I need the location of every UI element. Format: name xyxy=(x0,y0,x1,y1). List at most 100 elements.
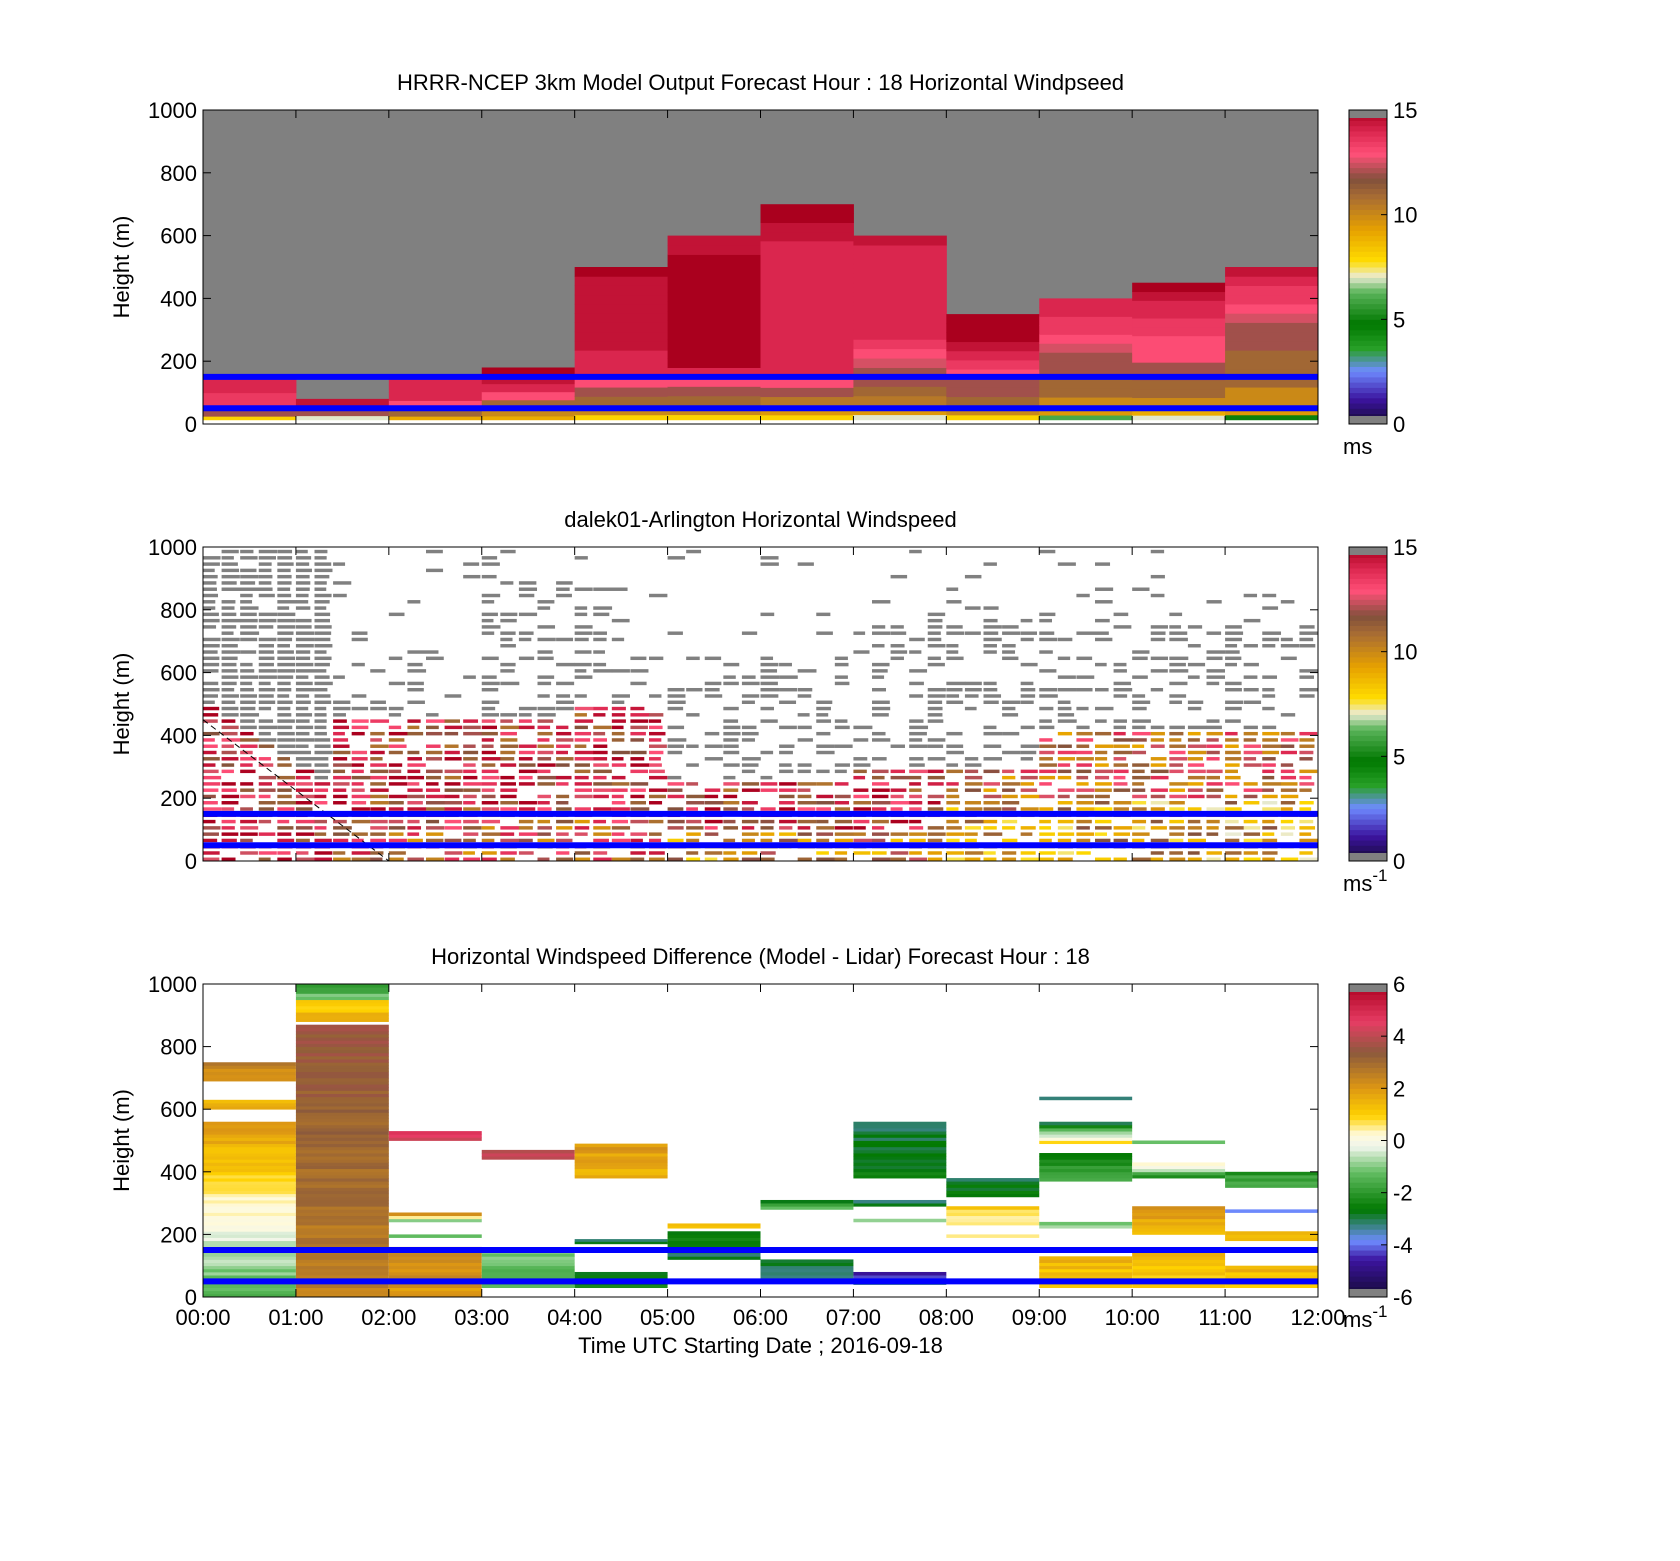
colorbar-segment xyxy=(1349,157,1387,163)
x-tick-label: 00:00 xyxy=(175,1305,230,1330)
lidar-cell xyxy=(444,744,459,748)
lidar-cell xyxy=(574,725,588,730)
model-cell xyxy=(853,301,947,312)
lidar-cell xyxy=(1057,562,1076,566)
lidar-cell xyxy=(890,775,910,780)
lidar-cell xyxy=(518,631,534,635)
model-cell xyxy=(853,235,947,246)
difference-cell xyxy=(295,990,389,994)
lidar-cell xyxy=(295,618,312,623)
colorbar-segment xyxy=(1349,792,1387,799)
model-cell xyxy=(574,340,669,351)
lidar-cell xyxy=(518,819,534,824)
lidar-cell xyxy=(444,775,462,780)
lidar-cell xyxy=(221,618,241,623)
lidar-cell xyxy=(221,562,238,566)
model-cell xyxy=(853,376,947,387)
lidar-cell xyxy=(1262,675,1278,679)
lidar-cell xyxy=(500,851,517,855)
lidar-cell xyxy=(1187,706,1202,711)
lidar-cell xyxy=(779,687,798,692)
lidar-cell xyxy=(872,687,887,692)
difference-cell xyxy=(1225,1171,1318,1176)
lidar-cell xyxy=(890,857,906,861)
model-cell xyxy=(1039,316,1133,326)
lidar-cell xyxy=(1299,788,1312,792)
difference-cell xyxy=(853,1271,947,1276)
lidar-cell xyxy=(667,750,683,755)
lidar-cell xyxy=(853,725,873,730)
difference-cell xyxy=(1132,1275,1226,1279)
model-cell xyxy=(574,350,669,360)
lidar-cell xyxy=(574,757,594,761)
lidar-cell xyxy=(1169,656,1189,661)
lidar-cell xyxy=(1076,744,1090,748)
lidar-cell xyxy=(574,662,592,667)
lidar-cell xyxy=(741,857,761,861)
lidar-cell xyxy=(649,819,664,824)
lidar-cell xyxy=(816,631,833,635)
colorbar-segment xyxy=(1349,1187,1387,1194)
lidar-cell xyxy=(1095,832,1108,836)
lidar-cell xyxy=(388,794,408,799)
difference-cell xyxy=(760,1268,854,1273)
difference-cell xyxy=(203,1290,296,1295)
colorbar-segment xyxy=(1349,167,1387,174)
lidar-cell xyxy=(964,807,983,811)
lidar-cell xyxy=(1113,801,1132,805)
lidar-cell xyxy=(927,807,944,811)
difference-cell xyxy=(203,1271,296,1276)
difference-cell xyxy=(1039,1174,1133,1179)
colorbar-segment xyxy=(1349,287,1387,294)
lidar-cell xyxy=(853,801,872,805)
lidar-cell xyxy=(1262,788,1274,792)
colorbar-segment xyxy=(1349,1208,1387,1215)
lidar-cell xyxy=(1002,857,1017,861)
lidar-cell xyxy=(295,644,314,648)
difference-cell xyxy=(1039,1271,1133,1276)
lidar-cell xyxy=(760,656,774,661)
lidar-cell xyxy=(333,581,352,585)
lidar-cell xyxy=(593,587,613,591)
lidar-cell xyxy=(295,744,309,748)
model-cell xyxy=(295,420,389,424)
lidar-cell xyxy=(314,851,333,855)
difference-cell xyxy=(388,1137,482,1141)
colorbar-segment xyxy=(1349,1025,1387,1032)
difference-cell xyxy=(295,1037,389,1041)
lidar-cell xyxy=(1076,838,1091,843)
lidar-cell xyxy=(1262,637,1280,642)
lidar-cell xyxy=(351,801,367,805)
lidar-cell xyxy=(574,807,591,811)
lidar-cell xyxy=(1243,738,1257,742)
lidar-cell xyxy=(203,819,216,824)
lidar-cell xyxy=(630,713,650,717)
colorbar-segment xyxy=(1349,1083,1387,1089)
lidar-cell xyxy=(203,644,220,648)
lidar-cell xyxy=(741,826,755,830)
colorbar-segment xyxy=(1349,178,1387,184)
lidar-cell xyxy=(797,801,817,805)
lidar-cell xyxy=(1132,857,1151,861)
model-cell xyxy=(203,420,296,424)
lidar-cell xyxy=(1280,775,1297,780)
lidar-cell xyxy=(221,662,237,667)
lidar-cell xyxy=(1020,750,1037,755)
lidar-cell xyxy=(1225,819,1239,824)
lidar-cell xyxy=(760,750,774,755)
lidar-cell xyxy=(426,807,445,811)
lidar-cell xyxy=(333,700,351,704)
lidar-cell xyxy=(723,731,741,736)
lidar-cell xyxy=(779,662,792,667)
difference-cell xyxy=(1132,1271,1226,1276)
model-cell xyxy=(574,368,669,379)
lidar-cell xyxy=(240,731,254,736)
lidar-cell xyxy=(1095,706,1114,711)
lidar-cell xyxy=(1225,750,1241,755)
lidar-cell xyxy=(1076,807,1095,811)
lidar-cell xyxy=(593,832,612,836)
lidar-cell xyxy=(1057,838,1072,843)
colorbar-segment xyxy=(1349,1145,1387,1152)
difference-cell xyxy=(295,1034,389,1038)
lidar-cell xyxy=(388,857,404,861)
